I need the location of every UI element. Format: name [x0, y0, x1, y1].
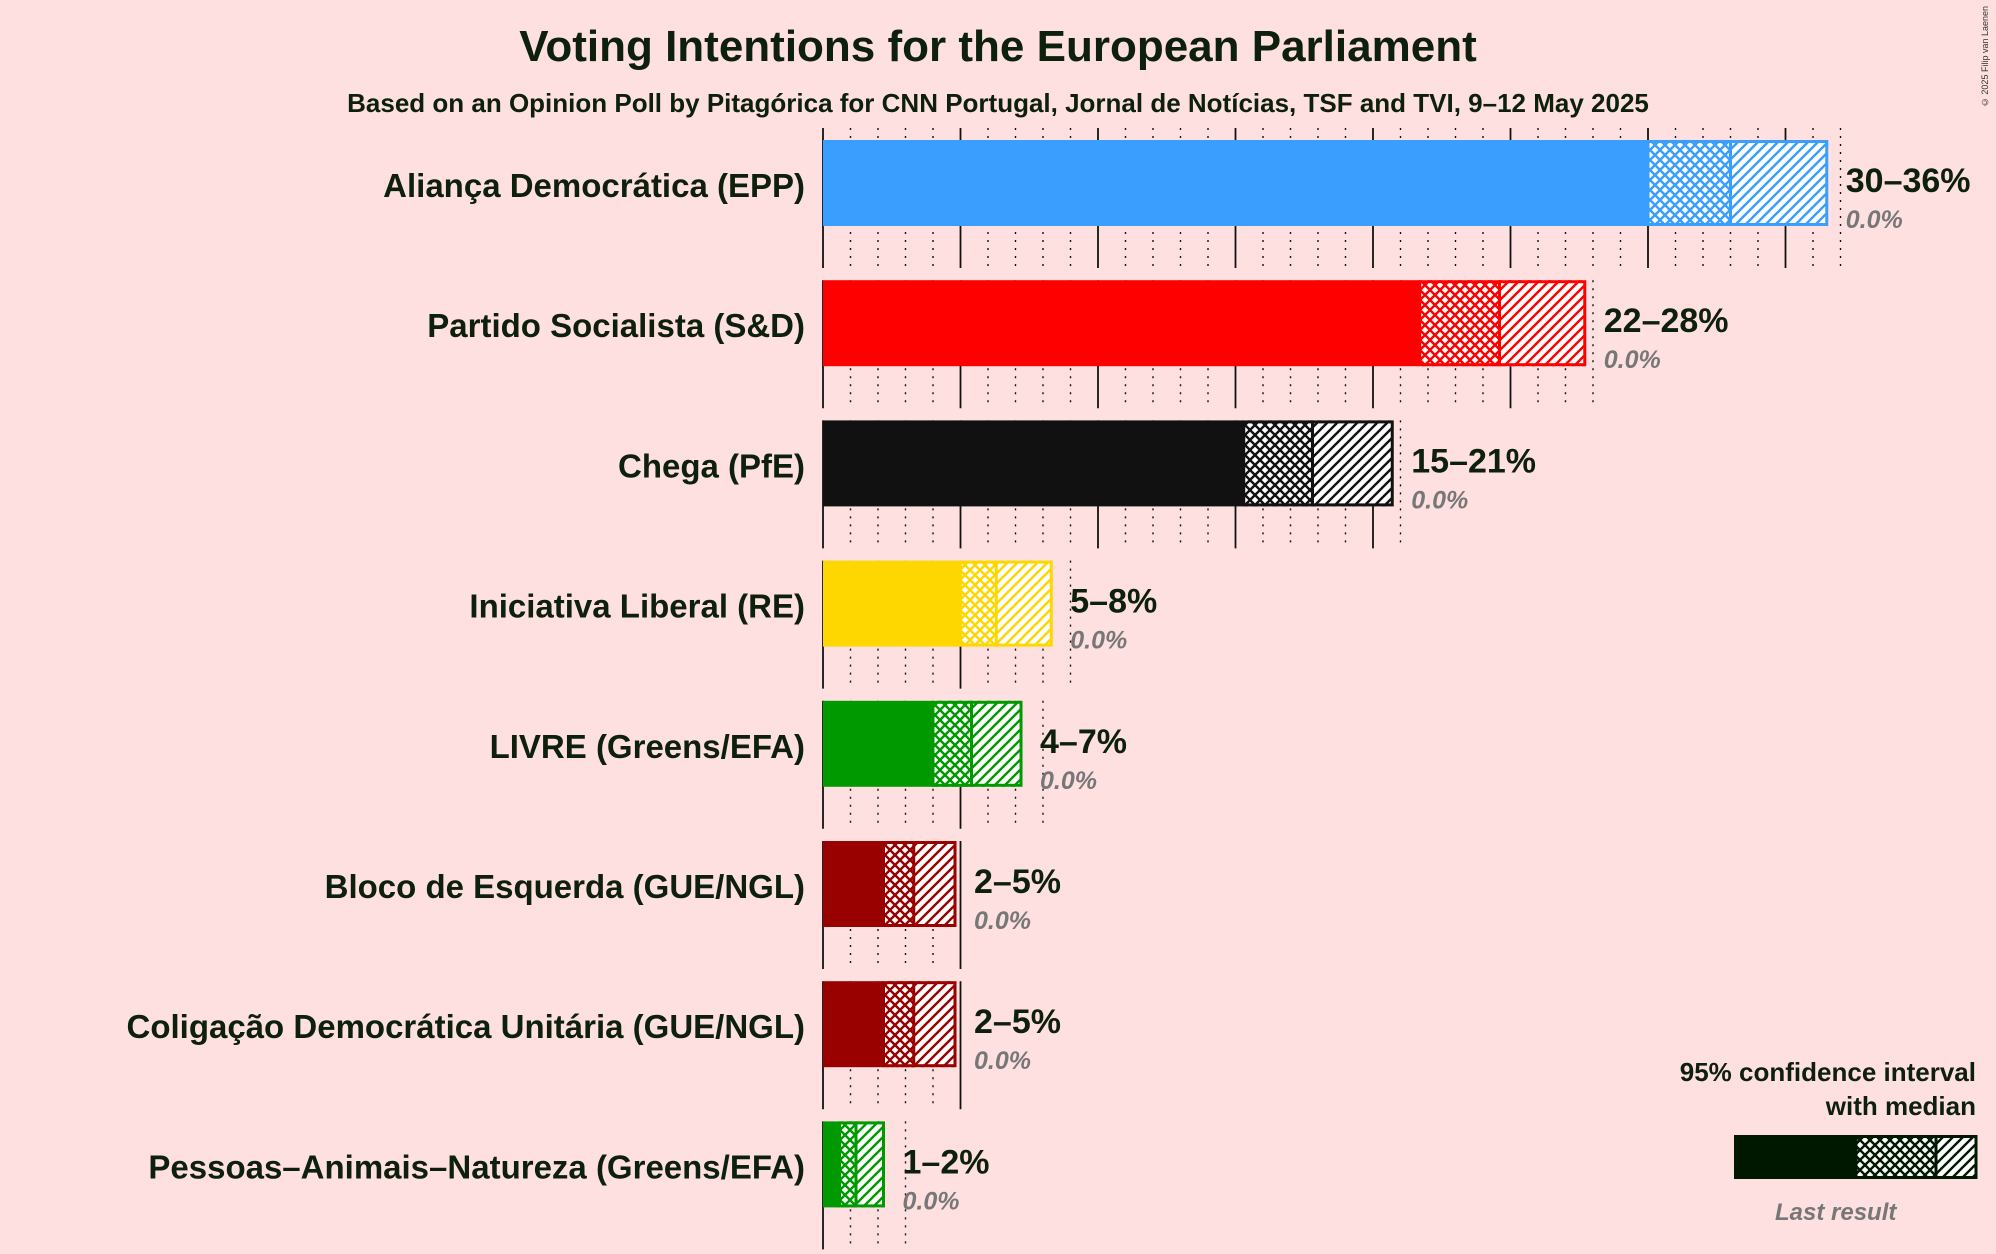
bar-ci-outline	[882, 981, 957, 1068]
last-result-label: 0.0%	[1070, 627, 1127, 655]
party-row: Coligação Democrática Unitária (GUE/NGL)…	[127, 981, 1061, 1075]
bar-solid	[823, 981, 884, 1068]
bar-solid	[823, 280, 1420, 367]
bar-ci-lower	[1419, 280, 1500, 367]
party-row: Aliança Democrática (EPP) 30–36% 0.0%	[383, 140, 1971, 234]
bar-ci-lower	[839, 1121, 856, 1208]
range-label: 22–28%	[1604, 302, 1729, 340]
bar-ci-outline	[931, 700, 1023, 787]
bar-ci-outline	[959, 560, 1053, 647]
party-label: Coligação Democrática Unitária (GUE/NGL)	[127, 1008, 805, 1045]
last-result-label: 0.0%	[974, 1047, 1031, 1075]
last-result-label: 0.0%	[1846, 206, 1903, 234]
bar-solid	[823, 1121, 840, 1208]
bar-solid	[823, 420, 1244, 507]
bar-ci-outline	[838, 1121, 885, 1208]
bar-ci-lower	[933, 700, 972, 787]
bar-solid	[823, 700, 933, 787]
party-row: Chega (PfE) 15–21% 0.0%	[618, 420, 1536, 514]
range-label: 2–5%	[974, 1003, 1061, 1041]
party-row: Partido Socialista (S&D) 22–28% 0.0%	[427, 280, 1729, 374]
chart-title: Voting Intentions for the European Parli…	[519, 22, 1477, 71]
bar-solid	[823, 140, 1648, 226]
bar-ci-upper	[1312, 420, 1393, 507]
legend-solid	[1734, 1135, 1856, 1179]
bar-ci-upper	[996, 560, 1052, 647]
party-row: Bloco de Esquerda (GUE/NGL) 2–5% 0.0%	[325, 841, 1061, 935]
range-label: 4–7%	[1040, 723, 1127, 761]
party-label: Partido Socialista (S&D)	[427, 307, 805, 344]
party-label: Pessoas–Animais–Natureza (Greens/EFA)	[148, 1148, 805, 1185]
party-row: Pessoas–Animais–Natureza (Greens/EFA) 1–2…	[148, 1121, 989, 1215]
bar-ci-upper	[1499, 280, 1585, 367]
party-label: Iniciativa Liberal (RE)	[469, 588, 805, 625]
bars: Aliança Democrática (EPP) 30–36%0.0%Parti…	[127, 140, 1971, 1215]
bar-ci-upper	[1730, 140, 1827, 226]
last-result-label: 0.0%	[903, 1187, 960, 1215]
last-result-label: 0.0%	[1604, 346, 1661, 374]
last-result-label: 0.0%	[1040, 767, 1097, 795]
legend-ci-upper	[1936, 1135, 1976, 1179]
bar-ci-upper	[913, 981, 955, 1068]
chart-subtitle: Based on an Opinion Poll by Pitagórica f…	[347, 88, 1649, 118]
bar-ci-outline	[1418, 280, 1587, 367]
bar-ci-lower	[883, 841, 914, 927]
bar-ci-outline	[1242, 420, 1394, 507]
bar-ci-lower	[960, 560, 997, 647]
legend-ci-outline	[1854, 1135, 1978, 1179]
legend-title: 95% confidence interval with median	[1576, 1055, 1976, 1123]
bar-solid	[823, 841, 884, 927]
legend-graphic	[1734, 1135, 1978, 1179]
party-label: Chega (PfE)	[618, 447, 805, 484]
legend-title-line1: 95% confidence interval	[1679, 1057, 1976, 1087]
party-label: Aliança Democrática (EPP)	[383, 167, 805, 204]
range-label: 5–8%	[1070, 583, 1157, 621]
party-row: LIVRE (Greens/EFA) 4–7% 0.0%	[490, 700, 1127, 795]
party-row: Iniciativa Liberal (RE) 5–8% 0.0%	[469, 560, 1157, 655]
range-label: 15–21%	[1411, 442, 1536, 480]
range-label: 30–36%	[1846, 162, 1971, 200]
range-label: 1–2%	[903, 1143, 990, 1181]
party-label: Bloco de Esquerda (GUE/NGL)	[325, 868, 805, 905]
legend-title-line2: with median	[1825, 1091, 1976, 1121]
bar-ci-upper	[856, 1121, 884, 1208]
legend-ci-lower	[1856, 1135, 1936, 1179]
bar-ci-outline	[1646, 140, 1829, 226]
bar-ci-upper	[971, 700, 1021, 787]
bar-ci-outline	[882, 841, 957, 927]
last-result-label: 0.0%	[1411, 486, 1468, 514]
bar-ci-lower	[883, 981, 914, 1068]
bar-solid	[823, 560, 961, 647]
party-label: LIVRE (Greens/EFA)	[490, 728, 805, 765]
bar-ci-upper	[913, 841, 955, 927]
range-label: 2–5%	[974, 863, 1061, 901]
last-result-label: 0.0%	[974, 907, 1031, 935]
bar-ci-lower	[1243, 420, 1313, 507]
legend-last-result-label: Last result	[1775, 1199, 1897, 1226]
bar-ci-lower	[1648, 140, 1731, 226]
